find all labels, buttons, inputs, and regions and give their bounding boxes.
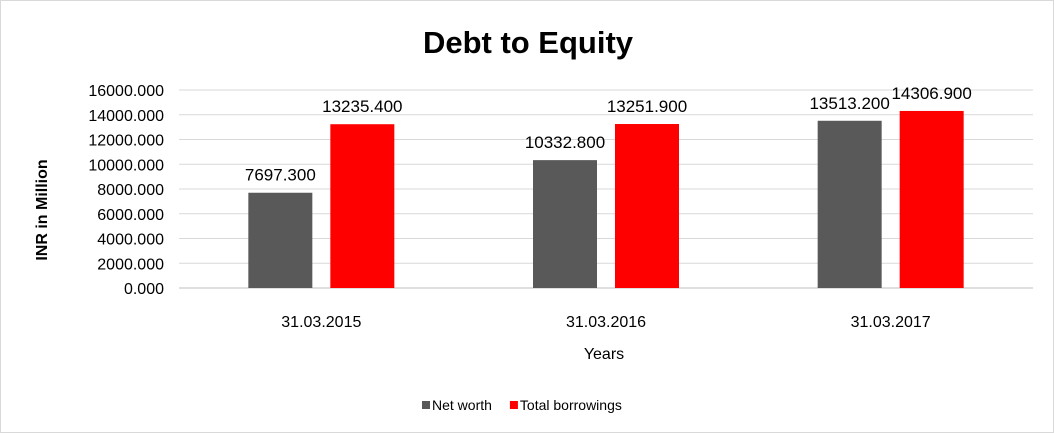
y-axis-title: INR in Million [34, 159, 51, 260]
y-tick-label: 2000.000 [97, 256, 164, 273]
gridlines [179, 89, 1033, 289]
y-tick-label: 14000.000 [88, 108, 164, 125]
data-label: 10332.800 [525, 133, 605, 152]
bar-net-worth [248, 192, 313, 288]
y-tick-label: 6000.000 [97, 207, 164, 224]
x-tick-label: 31.03.2015 [281, 314, 361, 331]
legend-label: Net worth [432, 397, 492, 413]
x-axis-title: Years [584, 346, 624, 363]
data-label: 13513.200 [809, 94, 889, 113]
y-tick-label: 8000.000 [97, 182, 164, 199]
y-tick-label: 0.000 [124, 281, 164, 298]
bar-net-worth [533, 160, 597, 288]
x-axis-ticks: 31.03.2015 31.03.2016 31.03.2017 [281, 314, 931, 331]
legend-swatch [422, 401, 430, 409]
legend-label: Total borrowings [520, 397, 622, 413]
legend-swatch [509, 401, 518, 409]
data-label: 7697.300 [245, 166, 316, 185]
bar-total-borrowings [899, 110, 964, 288]
chart-title: Debt to Equity [423, 25, 634, 60]
x-tick-label: 31.03.2017 [851, 314, 931, 331]
bars [248, 110, 964, 289]
data-label: 13235.400 [322, 97, 402, 116]
y-axis-ticks: 0.000 2000.000 4000.000 6000.000 8000.000 100… [88, 83, 164, 298]
legend: Net worth Total borrowings [422, 397, 622, 413]
data-label: 14306.900 [891, 84, 971, 103]
y-tick-label: 10000.000 [88, 157, 164, 174]
y-tick-label: 4000.000 [97, 232, 164, 249]
bar-total-borrowings [615, 124, 679, 288]
y-tick-label: 16000.000 [88, 83, 164, 100]
data-label: 13251.900 [607, 97, 687, 116]
y-tick-label: 12000.000 [88, 133, 164, 150]
x-tick-label: 31.03.2016 [566, 314, 646, 331]
bar-total-borrowings [330, 124, 395, 289]
bar-net-worth [817, 120, 882, 289]
